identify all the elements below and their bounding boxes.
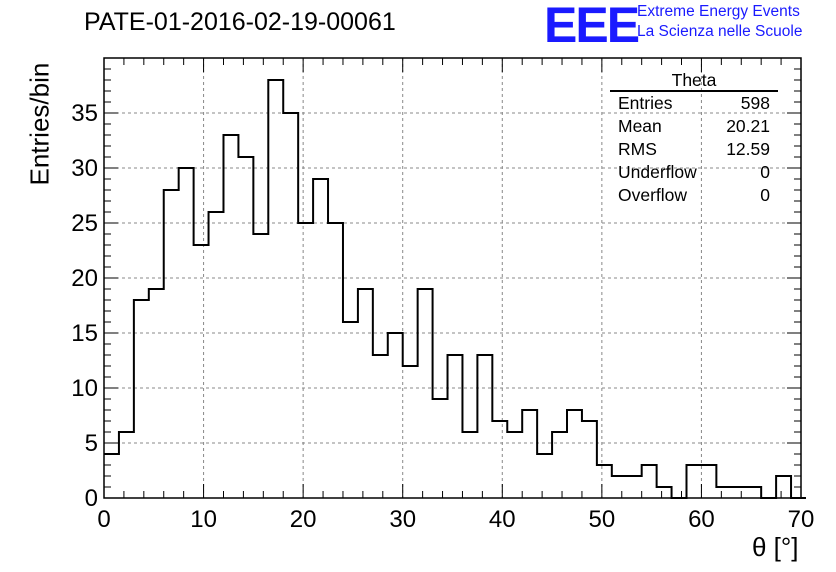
eee-logo: EEE	[544, 0, 640, 53]
x-tick-label: 10	[190, 506, 217, 533]
y-tick-label: 20	[71, 265, 98, 292]
stats-label: RMS	[618, 139, 657, 159]
x-tick-label: 30	[389, 506, 416, 533]
logo-caption-line2: La Scienza nelle Scuole	[637, 23, 803, 40]
stats-value: 20.21	[726, 116, 770, 136]
y-tick-label: 35	[71, 100, 98, 127]
logo-caption: Extreme Energy Events La Scienza nelle S…	[637, 2, 802, 42]
y-axis-label: Entries/bin	[24, 62, 55, 186]
stats-row-entries: Entries 598	[610, 92, 778, 115]
x-axis-label: θ [°]	[752, 532, 799, 562]
stats-value: 0	[760, 162, 770, 182]
chart-title: PATE-01-2016-02-19-00061	[84, 8, 396, 36]
y-tick-label: 10	[71, 375, 98, 402]
y-tick-label: 30	[71, 155, 98, 182]
y-tick-label: 0	[85, 485, 98, 512]
stats-label: Underflow	[618, 162, 697, 182]
stats-box: Theta Entries 598 Mean 20.21 RMS 12.59 Underfl…	[610, 70, 778, 207]
stats-row-rms: RMS 12.59	[610, 138, 778, 161]
y-tick-label: 15	[71, 320, 98, 347]
axis-ticks	[103, 57, 802, 499]
stats-row-mean: Mean 20.21	[610, 115, 778, 138]
stats-label: Mean	[618, 116, 662, 136]
logo-caption-line1: Extreme Energy Events	[637, 3, 800, 20]
stats-rows: Entries 598 Mean 20.21 RMS 12.59 Underflow 0 Ove…	[610, 92, 778, 207]
grid-lines	[104, 58, 801, 498]
stats-label: Overflow	[618, 185, 688, 205]
stats-title: Theta	[610, 70, 778, 92]
stats-value: 12.59	[726, 139, 770, 159]
stats-value: 598	[740, 93, 770, 113]
tick-labels: 0 10 20 30 40 50 60 70 0 5 10 15 20 25 30 35	[71, 100, 814, 533]
x-tick-label: 40	[489, 506, 516, 533]
x-tick-label: 70	[788, 506, 815, 533]
stats-value: 0	[760, 185, 770, 205]
stats-row-underflow: Underflow 0	[610, 161, 778, 184]
x-tick-label: 50	[589, 506, 616, 533]
stats-label: Entries	[618, 93, 673, 113]
x-tick-label: 60	[688, 506, 715, 533]
x-tick-label: 20	[290, 506, 317, 533]
stats-row-overflow: Overflow 0	[610, 184, 778, 207]
x-tick-label: 0	[97, 506, 110, 533]
histogram-series	[104, 79, 806, 499]
y-tick-label: 25	[71, 210, 98, 237]
y-tick-label: 5	[85, 430, 98, 457]
